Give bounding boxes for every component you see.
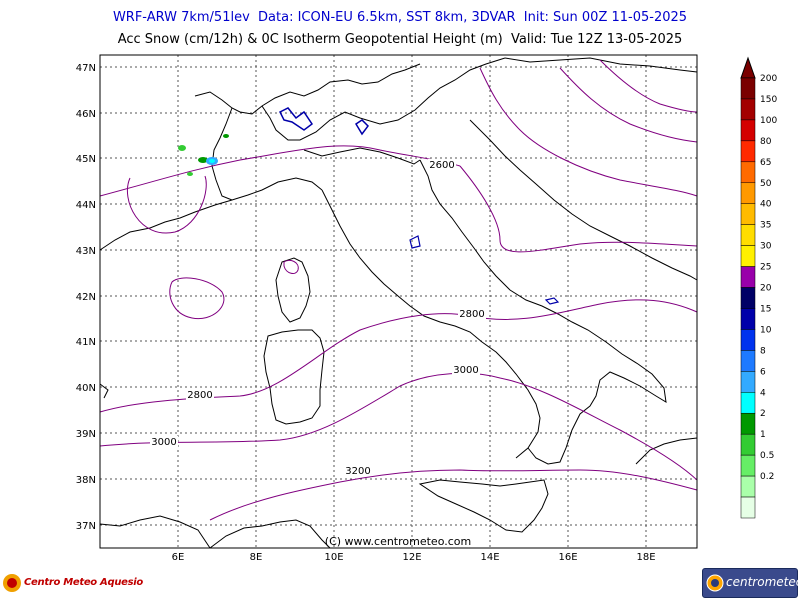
colorbar-swatch [740,140,756,163]
colorbar [740,56,756,519]
colorbar-swatch [740,496,756,519]
colorbar-label: 20 [760,284,772,294]
contour-label: 2800 [187,390,212,401]
colorbar-label: 40 [760,200,772,210]
contour-label: 3000 [453,365,478,376]
colorbar-swatch [740,77,756,100]
logo-left-text: Centro Meteo Aquesio [24,577,144,588]
lon-label: 6E [172,552,185,563]
colorbar-swatch [740,245,756,267]
lat-labels: 47N 46N 45N 44N 43N 42N 41N 40N 39N 38N … [76,63,96,532]
colorbar-label: 15 [760,304,771,314]
colorbar-labels: 200 150 100 80 65 50 40 35 30 25 20 15 10 8 6 4 2 1 0.5 0.2 [760,74,777,482]
colorbar-swatch [740,433,756,456]
map-title-line-1: WRF-ARW 7km/51lev Data: ICON-EU 6.5km, S… [112,10,688,25]
lon-label: 12E [402,552,421,563]
lat-label: 39N [76,429,96,440]
colorbar-label: 200 [760,74,777,84]
lon-label: 16E [558,552,577,563]
colorbar-swatch [740,224,756,246]
lat-label: 41N [76,337,96,348]
lon-label: 8E [250,552,263,563]
colorbar-swatch [740,475,756,498]
contour-label: 2600 [429,160,454,171]
contour-labels: 2600 2800 3000 2800 3000 3200 [150,159,486,477]
colorbar-swatch [740,329,756,351]
lon-label: 18E [636,552,655,563]
lat-label: 37N [76,521,96,532]
lat-label: 43N [76,246,96,257]
colorbar-label: 100 [760,116,777,126]
contour-label: 3200 [345,466,370,477]
map-title-line-2: Acc Snow (cm/12h) & 0C Isotherm Geopoten… [117,32,683,47]
lat-label: 46N [76,109,96,120]
lat-label: 42N [76,292,96,303]
colorbar-label: 4 [760,388,766,398]
colorbar-swatch [740,203,756,225]
colorbar-label: 65 [760,158,771,168]
colorbar-label: 30 [760,242,772,252]
coastlines [99,57,698,549]
colorbar-swatch [740,371,756,393]
colorbar-swatch [740,98,756,121]
snow-blobs [178,107,560,305]
lat-label: 45N [76,154,96,165]
lon-label: 14E [480,552,499,563]
colorbar-swatch [740,161,756,184]
colorbar-label: 150 [760,95,777,105]
logo-right-text: centrometeo [726,575,800,589]
colorbar-label: 0.2 [760,472,774,482]
colorbar-arrow-top [740,56,756,79]
colorbar-swatch [740,454,756,477]
colorbar-label: 80 [760,137,772,147]
colorbar-label: 0.5 [760,451,774,461]
watermark: (C) www.centrometeo.com [325,535,471,548]
colorbar-swatch [740,392,756,414]
lon-labels: 6E 8E 10E 12E 14E 16E 18E [172,552,656,563]
map-frame [99,54,698,549]
lat-label: 40N [76,383,96,394]
grid-lines [100,55,697,548]
colorbar-label: 50 [760,179,772,189]
contour-label: 2800 [459,309,484,320]
colorbar-label: 2 [760,409,766,419]
lat-label: 38N [76,475,96,486]
centro-meteo-aquesio-logo [3,574,21,592]
colorbar-label: 6 [760,367,766,377]
colorbar-swatch [740,308,756,330]
colorbar-label: 35 [760,221,771,231]
colorbar-label: 8 [760,346,766,356]
colorbar-swatch [740,119,756,142]
lat-label: 44N [76,200,96,211]
colorbar-swatch [740,412,756,435]
colorbar-label: 25 [760,263,771,273]
colorbar-swatch [740,182,756,204]
contour-label: 3000 [151,437,176,448]
globe-icon [706,574,724,592]
colorbar-swatch [740,287,756,309]
isotherm-contours [99,59,698,521]
lon-label: 10E [324,552,343,563]
colorbar-label: 1 [760,430,766,440]
colorbar-label: 10 [760,325,772,335]
lat-label: 47N [76,63,96,74]
colorbar-swatch [740,350,756,372]
colorbar-swatch [740,266,756,288]
